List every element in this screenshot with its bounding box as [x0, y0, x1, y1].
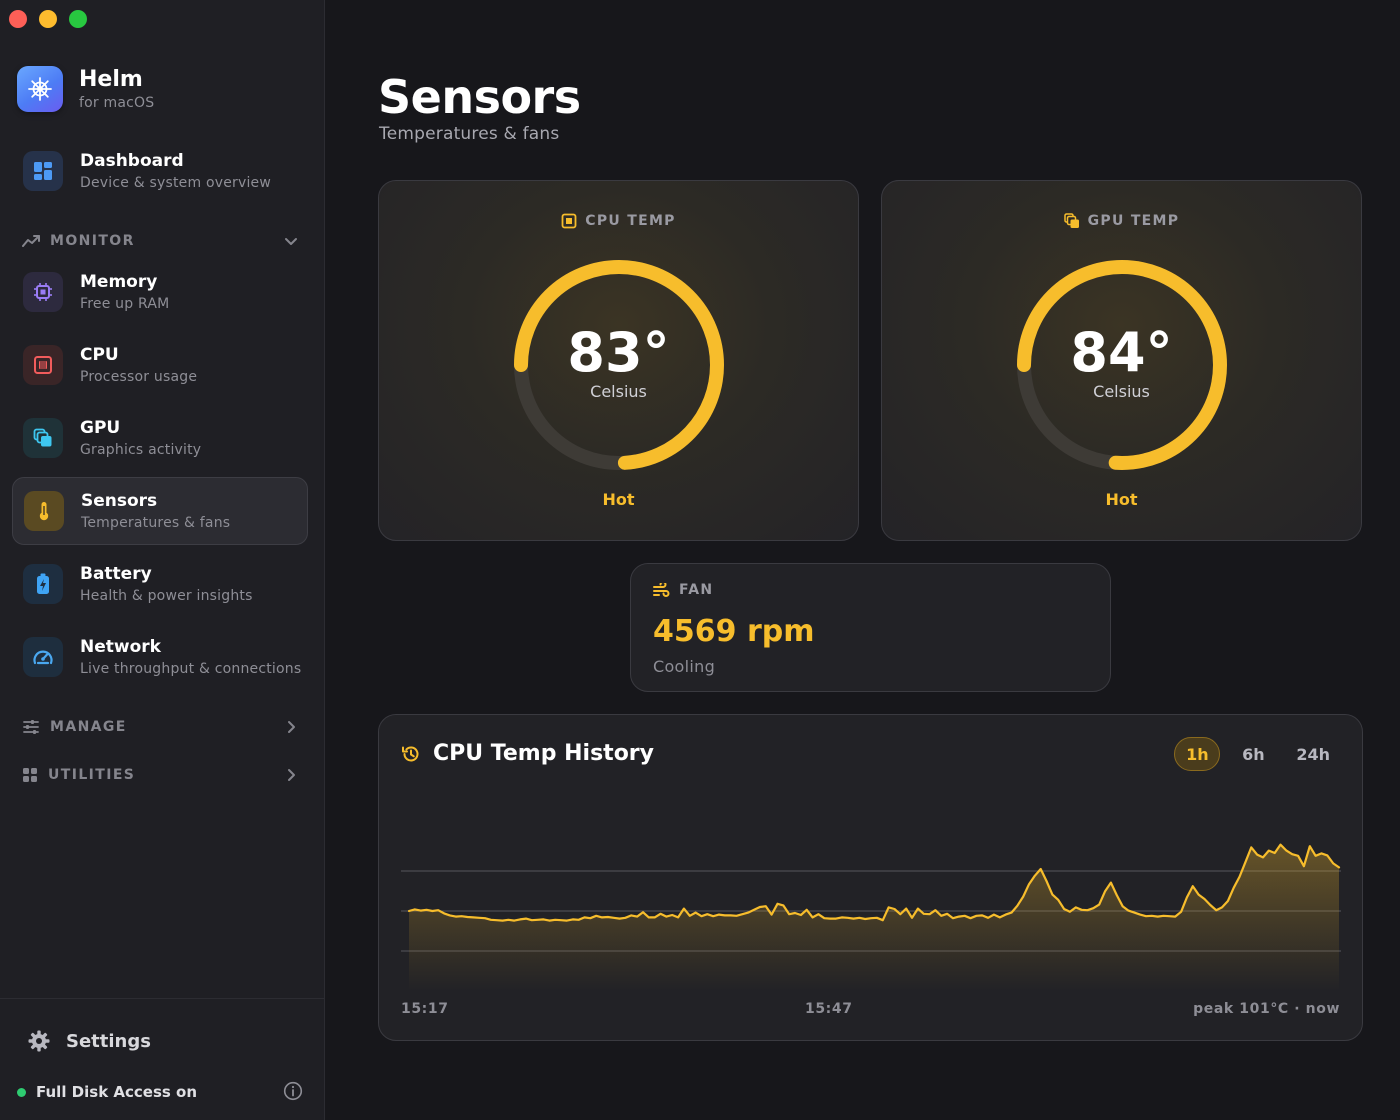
- zoom-window-button[interactable]: [69, 10, 87, 28]
- sidebar-item-label: Sensors: [81, 491, 158, 511]
- tools-grid-icon: [23, 768, 37, 782]
- time-range-selector: 1h 6h 24h: [1174, 737, 1340, 771]
- sidebar-item-memory[interactable]: Memory Free up RAM: [12, 258, 308, 326]
- page-subtitle: Temperatures & fans: [379, 124, 560, 144]
- sidebar-item-battery[interactable]: Battery Health & power insights: [12, 550, 308, 618]
- sidebar-divider: [0, 998, 325, 999]
- gauge-icon: [23, 637, 63, 677]
- sidebar-item-dashboard[interactable]: Dashboard Device & system overview: [12, 137, 308, 205]
- sidebar-item-cpu[interactable]: CPU Processor usage: [12, 331, 308, 399]
- cpu-temp-history-chart: [401, 843, 1341, 991]
- sidebar-item-network[interactable]: Network Live throughput & connections: [12, 623, 308, 691]
- gauge-fill-arc: [1017, 260, 1227, 470]
- fan-card: FAN 4569 rpm Cooling: [630, 563, 1111, 692]
- sidebar-item-sensors[interactable]: Sensors Temperatures & fans: [12, 477, 308, 545]
- full-disk-access-status: Full Disk Access on: [17, 1081, 307, 1101]
- range-1h-button[interactable]: 1h: [1174, 737, 1221, 771]
- gpu-icon: [1063, 213, 1079, 228]
- sidebar-item-label: Battery: [80, 564, 152, 584]
- chevron-down-icon: [285, 238, 297, 245]
- fan-status: Cooling: [653, 657, 716, 676]
- gpu-icon: [23, 418, 63, 458]
- section-label: UTILITIES: [48, 767, 136, 783]
- app-name: Helm: [79, 67, 143, 92]
- gauge-fill-arc: [514, 260, 724, 470]
- card-label: FAN: [679, 582, 714, 598]
- history-icon: [402, 746, 419, 761]
- gpu-temp-unit: Celsius: [1093, 382, 1150, 401]
- gpu-temp-status: Hot: [1105, 490, 1138, 509]
- chevron-right-icon: [288, 769, 295, 781]
- section-utilities[interactable]: UTILITIES: [22, 764, 302, 786]
- chart-series-line: [407, 843, 1341, 922]
- minimize-window-button[interactable]: [39, 10, 57, 28]
- gpu-temp-value: 84°: [1070, 321, 1173, 384]
- sidebar-item-label: Network: [80, 637, 161, 657]
- app-subtitle: for macOS: [79, 95, 155, 111]
- card-label: CPU TEMP: [585, 213, 676, 229]
- window-controls: [9, 10, 87, 28]
- gpu-temp-card: GPU TEMP 84° Celsius Hot: [881, 180, 1362, 541]
- sidebar-item-subtitle: Processor usage: [80, 369, 198, 385]
- chart-line-icon: [22, 235, 40, 247]
- battery-icon: [23, 564, 63, 604]
- fan-speed-value: 4569 rpm: [653, 614, 815, 649]
- sidebar-item-subtitle: Device & system overview: [80, 175, 272, 191]
- cpu-temp-history-card: CPU Temp History 1h 6h 24h 15:17 15:47 p…: [378, 714, 1363, 1041]
- section-label: MONITOR: [50, 233, 135, 249]
- processor-icon: [561, 213, 577, 229]
- sidebar-item-label: GPU: [80, 418, 121, 438]
- cpu-temp-unit: Celsius: [590, 382, 647, 401]
- info-icon[interactable]: [283, 1081, 303, 1101]
- card-label: GPU TEMP: [1087, 213, 1180, 229]
- sidebar-item-label: Dashboard: [80, 151, 184, 171]
- x-axis-end-label: peak 101°C · now: [1193, 1001, 1340, 1017]
- sidebar-item-subtitle: Live throughput & connections: [80, 661, 302, 677]
- range-24h-button[interactable]: 24h: [1296, 744, 1330, 764]
- helm-logo-icon: [17, 66, 63, 112]
- chevron-right-icon: [288, 721, 295, 733]
- history-title: CPU Temp History: [433, 741, 654, 766]
- wind-icon: [653, 583, 670, 597]
- x-axis-mid-label: 15:47: [805, 1001, 853, 1017]
- chart-area-fill: [409, 844, 1339, 991]
- close-window-button[interactable]: [9, 10, 27, 28]
- sidebar-item-gpu[interactable]: GPU Graphics activity: [12, 404, 308, 472]
- status-dot: [17, 1087, 26, 1097]
- app-brand: Helm for macOS: [17, 66, 154, 112]
- settings-button[interactable]: Settings: [28, 1030, 151, 1052]
- sidebar-item-label: CPU: [80, 345, 119, 365]
- cpu-temp-value: 83°: [567, 321, 670, 384]
- section-label: MANAGE: [50, 719, 127, 735]
- gpu-temp-gauge: [1017, 260, 1227, 470]
- sidebar-item-label: Memory: [80, 272, 158, 292]
- thermometer-icon: [24, 491, 64, 531]
- section-monitor[interactable]: MONITOR: [22, 230, 302, 252]
- cpu-temp-status: Hot: [602, 490, 635, 509]
- sliders-icon: [23, 720, 39, 734]
- sidebar-item-subtitle: Temperatures & fans: [81, 515, 231, 531]
- sidebar: Helm for macOS Dashboard Device & system…: [0, 0, 325, 1120]
- sidebar-item-subtitle: Free up RAM: [80, 296, 170, 312]
- status-label: Full Disk Access on: [36, 1083, 198, 1101]
- sidebar-item-subtitle: Graphics activity: [80, 442, 202, 458]
- chip-icon: [23, 272, 63, 312]
- cpu-temp-card: CPU TEMP 83° Celsius Hot: [378, 180, 859, 541]
- settings-label: Settings: [66, 1030, 151, 1052]
- gear-icon: [28, 1030, 50, 1052]
- processor-icon: [23, 345, 63, 385]
- sidebar-item-subtitle: Health & power insights: [80, 588, 253, 604]
- cpu-temp-gauge: [514, 260, 724, 470]
- section-manage[interactable]: MANAGE: [22, 716, 302, 738]
- x-axis-start-label: 15:17: [401, 1001, 449, 1017]
- page-title: Sensors: [378, 70, 581, 124]
- range-6h-button[interactable]: 6h: [1242, 744, 1265, 764]
- grid-icon: [23, 151, 63, 191]
